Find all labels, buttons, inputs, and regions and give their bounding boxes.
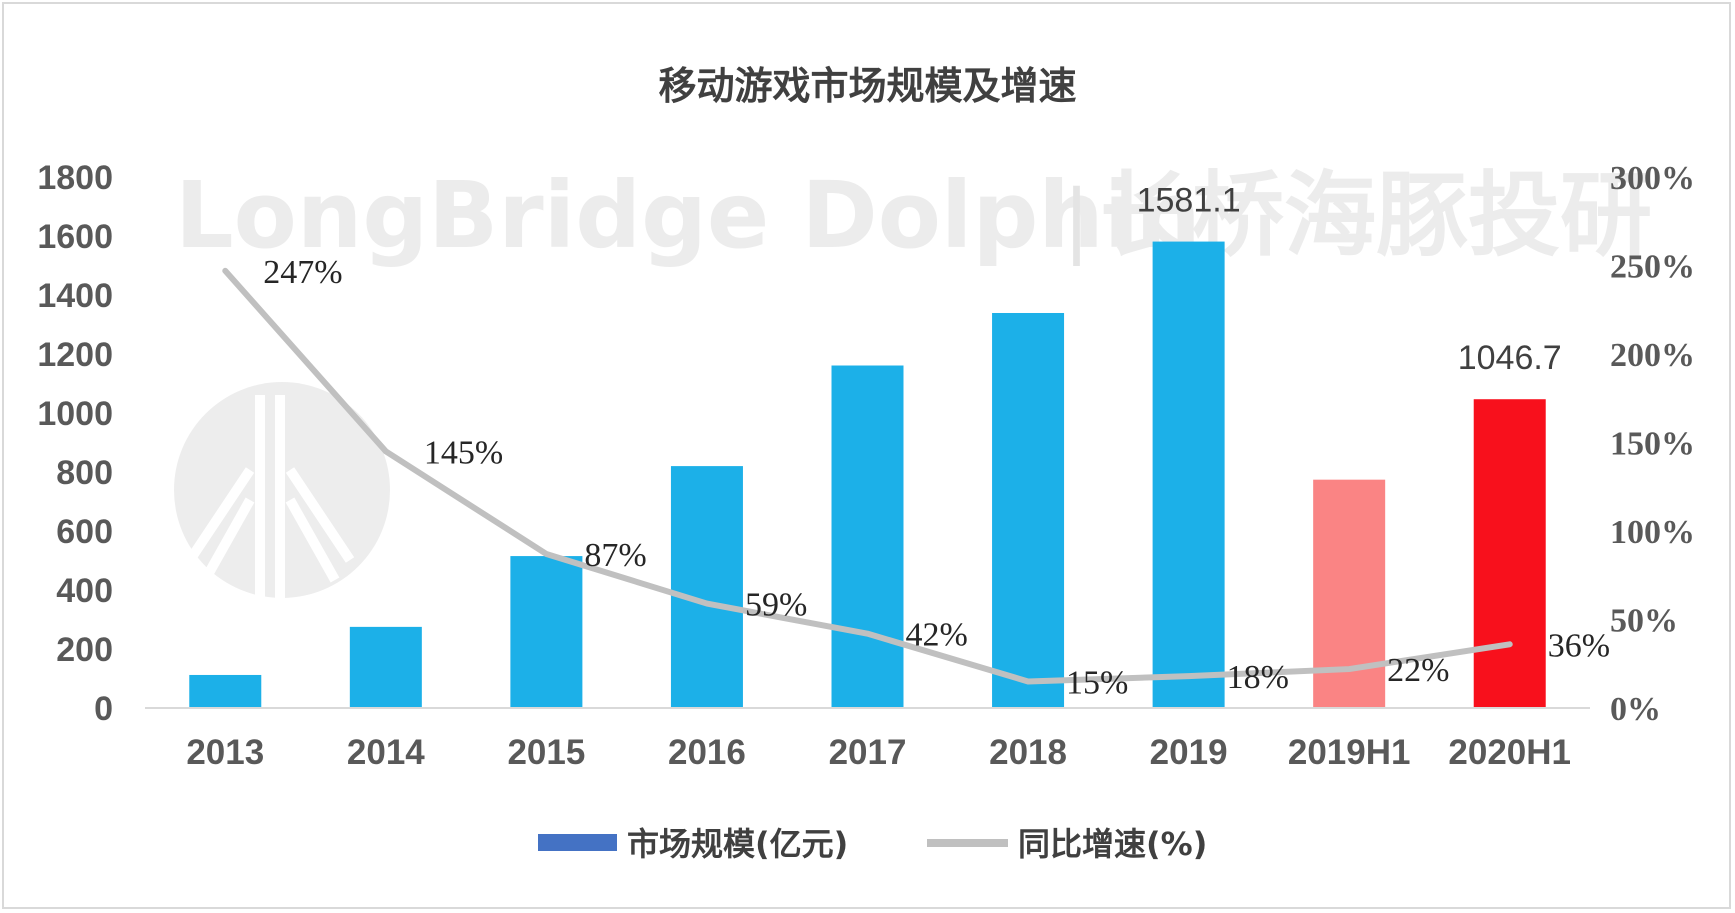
line-data-label: 59%	[745, 587, 807, 624]
x-tick-label: 2018	[989, 733, 1067, 772]
legend-label-line: 同比增速(%)	[1018, 825, 1207, 863]
y-right-tick-label: 0%	[1610, 691, 1661, 728]
legend-swatch-bar	[538, 834, 617, 851]
y-right-tick-label: 50%	[1610, 603, 1678, 640]
y-right-tick-label: 300%	[1610, 160, 1695, 197]
y-left-tick-label: 800	[56, 454, 113, 492]
y-right-tick-label: 200%	[1610, 337, 1695, 374]
line-data-label: 42%	[906, 617, 968, 654]
watermark: LongBridge Dolphin | 长桥海豚投研	[174, 162, 1652, 605]
bar	[349, 626, 422, 708]
line-data-label: 145%	[424, 434, 503, 471]
y-left-tick-label: 1400	[37, 277, 113, 315]
line-data-label: 22%	[1387, 652, 1449, 689]
bar	[510, 556, 583, 708]
y-left-tick-label: 1800	[37, 159, 113, 197]
bar	[670, 466, 743, 708]
line-series	[222, 267, 1513, 685]
bar-data-label: 1581.1	[1137, 182, 1241, 220]
y-left-tick-label: 600	[56, 513, 113, 551]
x-tick-label: 2017	[829, 733, 907, 772]
bar	[992, 312, 1065, 708]
y-left-tick-label: 0	[94, 690, 113, 728]
y-left-tick-label: 1600	[37, 218, 113, 256]
y-left-tick-label: 200	[56, 631, 113, 669]
x-tick-label: 2016	[668, 733, 746, 772]
legend-label-bar: 市场规模(亿元)	[627, 825, 848, 863]
y-left-tick-label: 1000	[37, 395, 113, 433]
x-tick-label: 2014	[347, 733, 425, 772]
line-data-labels: 247% 145% 87% 59% 42% 15% 18% 22% 36%	[263, 254, 1610, 702]
bar	[1473, 399, 1546, 708]
x-tick-label: 2013	[186, 733, 264, 772]
bar	[1152, 241, 1225, 708]
y-right-tick-label: 100%	[1610, 514, 1695, 551]
bar-series	[189, 241, 1546, 708]
bar	[1313, 479, 1386, 708]
y-right-tick-label: 150%	[1610, 426, 1695, 463]
line-data-label: 36%	[1548, 627, 1610, 664]
x-tick-label: 2019H1	[1288, 733, 1411, 772]
bar	[831, 365, 904, 708]
y-right-tick-label: 250%	[1610, 249, 1695, 286]
watermark-logo-icon	[174, 382, 390, 605]
growth-line	[222, 267, 1513, 685]
y-left-tick-label: 400	[56, 572, 113, 610]
bar-data-labels: 1581.1 1046.7	[1137, 182, 1562, 378]
x-tick-label: 2019	[1150, 733, 1228, 772]
x-axis: 2013 2014 2015 2016 2017 2018 2019 2019H1 2020H1	[186, 733, 1571, 772]
line-data-label: 18%	[1227, 659, 1289, 696]
watermark-text-en: LongBridge Dolphin	[175, 162, 1201, 269]
watermark-separator: |	[1063, 173, 1090, 267]
y-axis-right: 0% 50% 100% 150% 200% 250% 300%	[1610, 160, 1695, 728]
line-data-label: 87%	[584, 537, 646, 574]
line-data-label: 247%	[263, 254, 342, 291]
chart-title: 移动游戏市场规模及增速	[658, 64, 1077, 108]
line-data-label: 15%	[1066, 664, 1128, 701]
legend: 市场规模(亿元) 同比增速(%)	[538, 825, 1207, 863]
x-tick-label: 2020H1	[1448, 733, 1571, 772]
x-tick-label: 2015	[507, 733, 585, 772]
y-axis-left: 0 200 400 600 800 1000 1200 1400 1600 1800	[37, 159, 113, 728]
y-left-tick-label: 1200	[37, 336, 113, 374]
bar	[189, 674, 262, 708]
bar-data-label: 1046.7	[1458, 339, 1562, 377]
